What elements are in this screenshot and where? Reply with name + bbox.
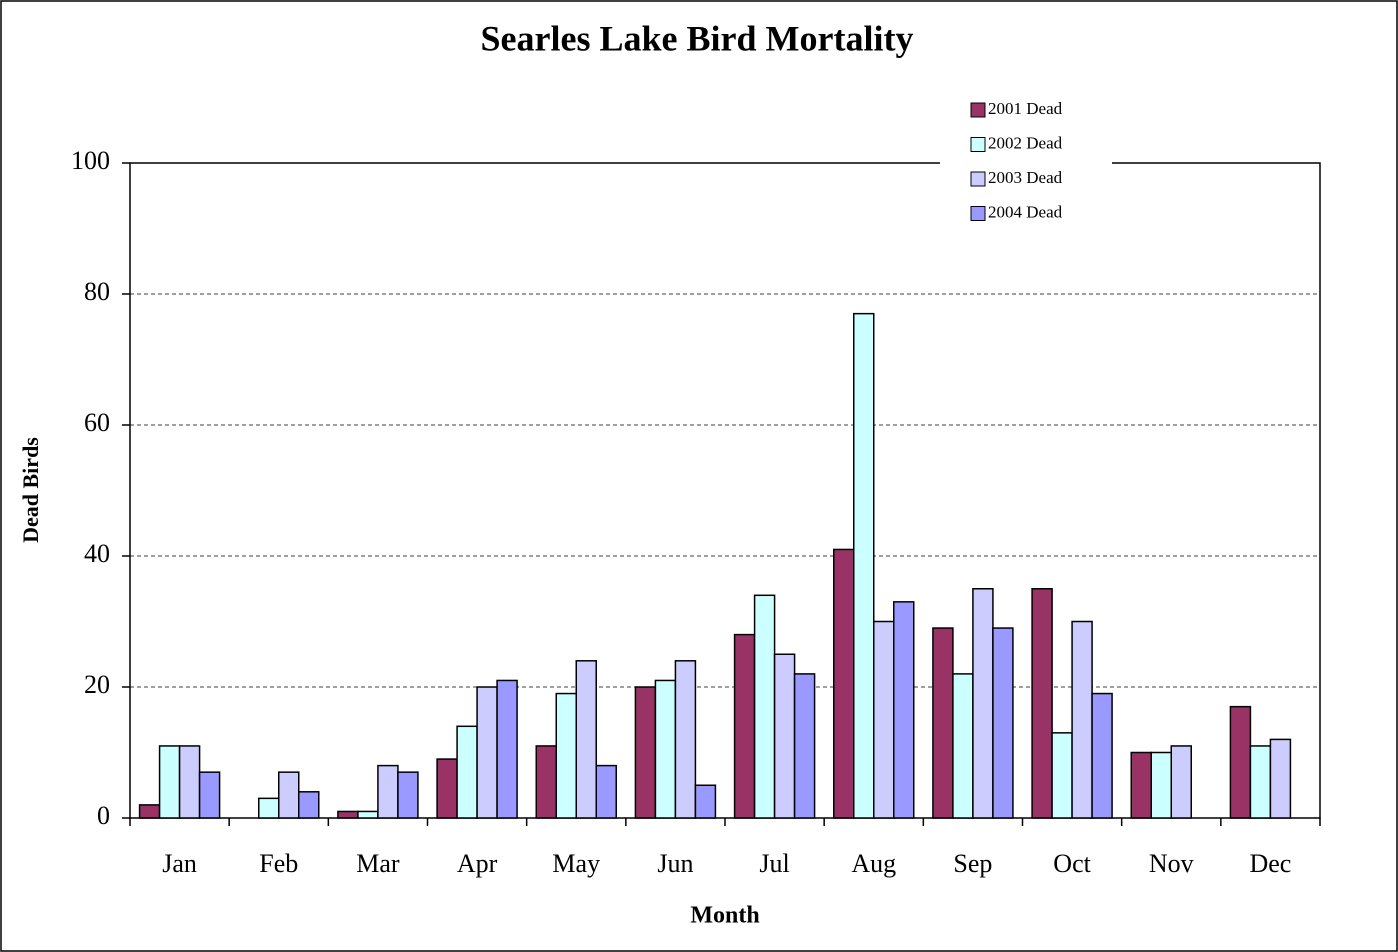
x-tick-label: Nov <box>1149 849 1194 878</box>
bar <box>932 627 954 819</box>
y-tick-label: 80 <box>84 277 110 306</box>
bar <box>773 653 796 819</box>
x-tick-label: Aug <box>851 849 896 878</box>
x-tick-label: Jul <box>759 849 789 878</box>
bar <box>674 660 697 819</box>
bar <box>595 764 617 819</box>
bar <box>1150 751 1172 819</box>
y-tick-label: 0 <box>97 801 110 830</box>
bar <box>853 312 875 819</box>
bar <box>357 810 379 819</box>
chart-title: Searles Lake Bird Mortality <box>481 18 914 58</box>
bar <box>575 660 597 819</box>
bar <box>258 797 280 819</box>
bar <box>337 810 359 819</box>
bar <box>694 784 717 819</box>
legend-swatch <box>970 171 986 187</box>
bar <box>1091 692 1113 819</box>
bar <box>436 758 458 819</box>
bar <box>833 548 855 819</box>
bar <box>1249 745 1272 819</box>
x-tick-label: Sep <box>953 849 992 878</box>
bar <box>793 673 816 819</box>
x-tick-label: Jun <box>657 849 693 878</box>
x-tick-label: May <box>552 849 600 878</box>
bar <box>456 725 478 819</box>
y-tick-label: 100 <box>71 146 110 175</box>
bar <box>397 771 419 819</box>
bar <box>158 745 181 819</box>
x-tick-label: Jan <box>162 849 197 878</box>
bar <box>535 745 557 819</box>
bar <box>555 692 577 819</box>
bar <box>654 679 677 819</box>
legend-label: 2004 Dead <box>988 202 1063 221</box>
bar <box>634 686 657 819</box>
legend-label: 2002 Dead <box>988 133 1063 152</box>
bar <box>733 633 756 819</box>
bar <box>873 620 895 819</box>
y-axis-label: Dead Birds <box>18 437 43 543</box>
bar <box>1229 705 1252 819</box>
bar <box>1170 745 1192 819</box>
y-tick-label: 60 <box>84 408 110 437</box>
bar <box>992 627 1014 819</box>
bar <box>377 764 399 819</box>
x-tick-label: Mar <box>356 849 400 878</box>
y-tick-label: 40 <box>84 539 110 568</box>
bar <box>893 601 915 819</box>
bar <box>278 771 300 819</box>
x-tick-label: Dec <box>1249 849 1291 878</box>
legend-label: 2001 Dead <box>988 99 1063 118</box>
x-tick-label: Oct <box>1053 849 1091 878</box>
bar <box>952 673 974 819</box>
bar <box>198 771 221 819</box>
bar <box>1051 732 1073 819</box>
legend-swatch <box>970 206 986 221</box>
x-tick-label: Feb <box>259 849 298 878</box>
bar <box>476 686 498 819</box>
bar <box>1130 751 1152 819</box>
y-tick-label: 20 <box>84 670 110 699</box>
bar <box>753 594 776 819</box>
bar <box>178 745 201 819</box>
bar <box>972 588 994 819</box>
legend-box <box>940 96 1112 232</box>
bar <box>1269 738 1292 819</box>
bar <box>138 804 161 819</box>
bar <box>1031 588 1053 819</box>
legend-swatch <box>970 137 986 152</box>
bar <box>298 791 320 819</box>
bar <box>496 679 518 819</box>
legend-swatch <box>970 102 986 118</box>
x-tick-label: Apr <box>457 849 498 878</box>
bar <box>1071 620 1093 819</box>
x-axis-label: Month <box>690 903 759 929</box>
legend-label: 2003 Dead <box>988 168 1063 187</box>
